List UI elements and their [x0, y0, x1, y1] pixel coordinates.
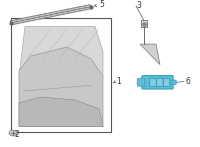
FancyBboxPatch shape — [171, 80, 176, 85]
Polygon shape — [19, 26, 103, 76]
FancyBboxPatch shape — [157, 78, 163, 86]
FancyBboxPatch shape — [163, 78, 170, 86]
FancyBboxPatch shape — [150, 78, 156, 86]
Bar — [141, 20, 147, 27]
Polygon shape — [140, 44, 160, 65]
FancyBboxPatch shape — [142, 76, 173, 89]
Bar — [11, 18, 111, 132]
FancyBboxPatch shape — [137, 78, 145, 86]
Text: 3: 3 — [137, 1, 141, 10]
Text: 2: 2 — [15, 130, 19, 139]
Polygon shape — [19, 97, 103, 126]
Text: 6: 6 — [186, 77, 190, 86]
Text: 1: 1 — [117, 77, 121, 86]
Polygon shape — [10, 5, 92, 25]
Circle shape — [9, 130, 17, 136]
Text: 5: 5 — [100, 0, 104, 9]
Polygon shape — [19, 47, 103, 126]
